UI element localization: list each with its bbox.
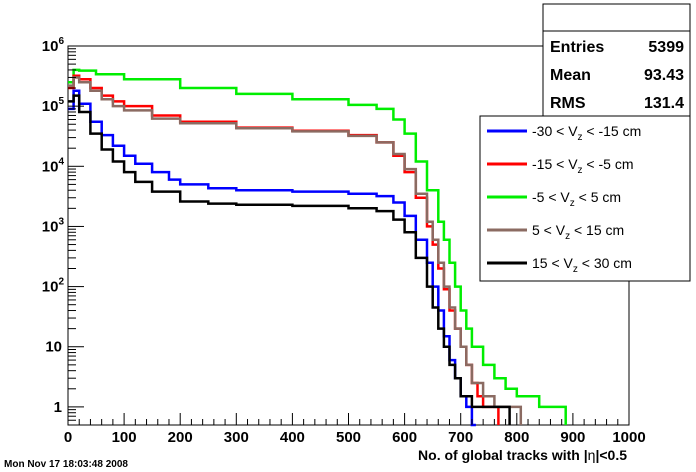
legend-label-1: -15 < Vz < -5 cm: [532, 156, 634, 176]
stats-mean-value: 93.43: [644, 67, 684, 84]
stats-entries-label: Entries: [550, 39, 604, 56]
stats-rms-label: RMS: [550, 95, 586, 112]
stats-mean-label: Mean: [550, 67, 591, 84]
x-axis-title: No. of global tracks with |η|<0.5: [418, 447, 627, 463]
footer-timestamp: Mon Nov 17 18:03:48 2008: [4, 459, 128, 470]
series-line-2: [68, 68, 567, 425]
y-tick-label: 106: [42, 36, 65, 55]
x-tick-label: 500: [336, 429, 361, 446]
series-group: [68, 68, 567, 427]
stats-box: Entries 5399 Mean 93.43 RMS 131.4: [542, 3, 691, 118]
y-tick-label: 1: [54, 399, 62, 416]
y-tick-label: 104: [42, 156, 65, 175]
series-line-3: [68, 76, 523, 425]
y-tick-label: 103: [42, 216, 65, 235]
x-tick-label: 600: [392, 429, 417, 446]
x-tick-label: 900: [560, 429, 585, 446]
y-tick-label: 105: [42, 96, 65, 115]
y-tick-label: 10: [45, 339, 62, 356]
y-tick-label: 102: [42, 277, 65, 296]
x-tick-label: 0: [64, 429, 72, 446]
legend: -30 < Vz < -15 cm -15 < Vz < -5 cm -5 < Vz…: [479, 115, 691, 282]
x-axis: 0 100 200 300 400 500 600 700 800 900 1000: [64, 413, 646, 446]
legend-label-0: -30 < Vz < -15 cm: [532, 123, 641, 143]
x-tick-label: 1000: [612, 429, 645, 446]
series-line-4: [68, 94, 511, 425]
legend-label-3: 5 < Vz < 15 cm: [532, 222, 624, 242]
x-tick-label: 700: [448, 429, 473, 446]
stats-entries-value: 5399: [648, 39, 684, 56]
x-tick-label: 300: [224, 429, 249, 446]
y-axis: 1 10 102 103 104 105 106: [42, 36, 84, 421]
x-tick-label: 200: [168, 429, 193, 446]
x-tick-label: 400: [280, 429, 305, 446]
stats-rms-value: 131.4: [644, 95, 684, 112]
x-tick-label: 800: [504, 429, 529, 446]
x-tick-label: 100: [112, 429, 137, 446]
legend-label-2: -5 < Vz < 5 cm: [532, 189, 621, 209]
legend-label-4: 15 < Vz < 30 cm: [532, 255, 632, 275]
